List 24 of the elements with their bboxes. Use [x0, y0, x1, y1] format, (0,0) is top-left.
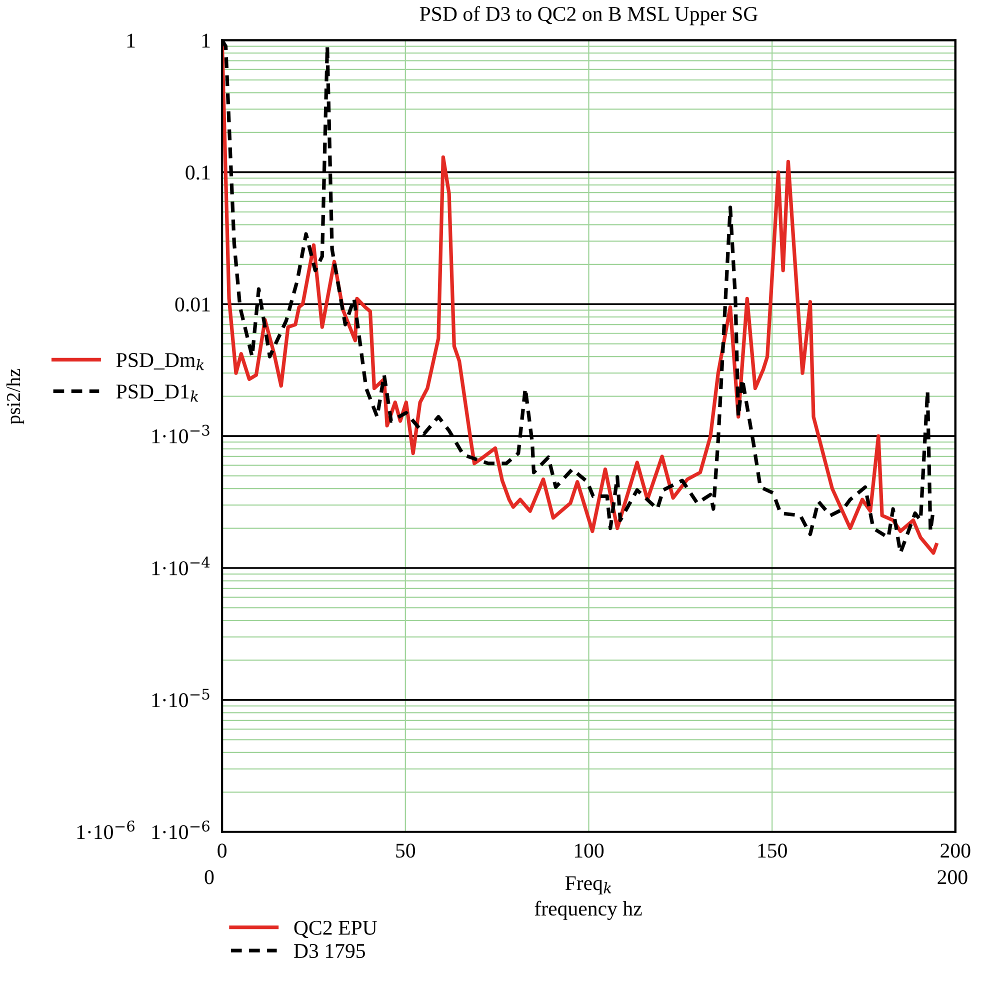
x-axis-title: Freq$_{k}$: [565, 876, 612, 894]
y-tick-label: 1·10$^{−3}$: [152, 424, 210, 444]
text: frequency hz: [534, 900, 642, 920]
y2-tick-label: 1·10$^{−6}$: [77, 820, 135, 840]
text: 0: [204, 870, 214, 884]
text: PSD_D1$_{k}$: [116, 384, 198, 402]
x-tick-label: 150: [758, 844, 787, 858]
y-tick-label: 0.1: [186, 166, 210, 180]
y-tick-label: 1·10$^{−5}$: [152, 688, 210, 708]
y2-axis-title: psi2/hz: [6, 368, 24, 424]
y2-tick-label: 1: [127, 34, 135, 48]
legend-label: QC2 EPU: [294, 920, 377, 938]
y-tick-label: 1·10$^{−4}$: [152, 556, 210, 576]
x-tick-label: 50: [396, 844, 416, 858]
y-tick-label: 1: [202, 34, 210, 48]
text: 200: [938, 870, 968, 884]
x-tick-label: 0: [218, 844, 226, 858]
text: PSD_Dm$_{k}$: [116, 353, 204, 370]
chart-title: PSD of D3 to QC2 on B MSL Upper SG: [420, 6, 758, 26]
legend-label: D3 1795: [294, 944, 365, 958]
y-tick-label: 1·10$^{−6}$: [152, 820, 210, 840]
x-tick-label: 100: [574, 844, 604, 858]
y-tick-label: 0.01: [175, 297, 210, 312]
x-tick-label: 200: [940, 844, 970, 858]
